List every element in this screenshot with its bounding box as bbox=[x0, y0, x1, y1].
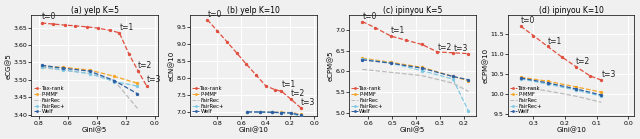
Text: t=0: t=0 bbox=[521, 16, 535, 25]
Text: t=0: t=0 bbox=[207, 10, 221, 19]
Text: t=2: t=2 bbox=[138, 61, 152, 70]
X-axis label: Gini@10: Gini@10 bbox=[556, 127, 586, 133]
Text: t=0: t=0 bbox=[42, 12, 56, 21]
Y-axis label: eCG@5: eCG@5 bbox=[6, 53, 12, 79]
Text: t=1: t=1 bbox=[391, 26, 405, 35]
Text: t=3: t=3 bbox=[147, 75, 161, 84]
Text: t=3: t=3 bbox=[301, 98, 316, 107]
Y-axis label: eCN@10: eCN@10 bbox=[168, 51, 175, 81]
Text: t=1: t=1 bbox=[119, 23, 134, 32]
X-axis label: Gini@5: Gini@5 bbox=[82, 127, 108, 133]
Title: (d) ipinyou K=10: (d) ipinyou K=10 bbox=[539, 6, 604, 15]
Title: (a) yelp K=5: (a) yelp K=5 bbox=[70, 6, 118, 15]
Text: t=3: t=3 bbox=[454, 44, 468, 53]
Legend: Tax-rank, P-MMF, FairRec, FairRec+, Welf: Tax-rank, P-MMF, FairRec, FairRec+, Welf bbox=[33, 86, 65, 115]
X-axis label: Gini@5: Gini@5 bbox=[400, 127, 425, 133]
Y-axis label: eCPM@5: eCPM@5 bbox=[327, 51, 334, 81]
Legend: Tax-rank, P-MMF, FairRec, FairRec+, Welf: Tax-rank, P-MMF, FairRec, FairRec+, Welf bbox=[509, 86, 542, 115]
Text: t=1: t=1 bbox=[548, 37, 562, 46]
Text: t=3: t=3 bbox=[602, 70, 616, 79]
Legend: Tax-rank, P-MMF, FairRec, FairRec+, Welf: Tax-rank, P-MMF, FairRec, FairRec+, Welf bbox=[351, 86, 383, 115]
Y-axis label: eCPM@10: eCPM@10 bbox=[483, 48, 489, 83]
Text: t=2: t=2 bbox=[576, 57, 590, 66]
Title: (c) ipinyou K=5: (c) ipinyou K=5 bbox=[383, 6, 442, 15]
Text: t=1: t=1 bbox=[282, 80, 296, 89]
Title: (b) yelp K=10: (b) yelp K=10 bbox=[227, 6, 280, 15]
Text: t=2: t=2 bbox=[291, 89, 305, 98]
Legend: Tax-rank, P-MMF, FairRec, FairRec+, Welf: Tax-rank, P-MMF, FairRec, FairRec+, Welf bbox=[192, 86, 225, 115]
Text: t=0: t=0 bbox=[362, 12, 377, 21]
Text: t=2: t=2 bbox=[437, 43, 452, 52]
X-axis label: Gini@10: Gini@10 bbox=[239, 127, 268, 133]
